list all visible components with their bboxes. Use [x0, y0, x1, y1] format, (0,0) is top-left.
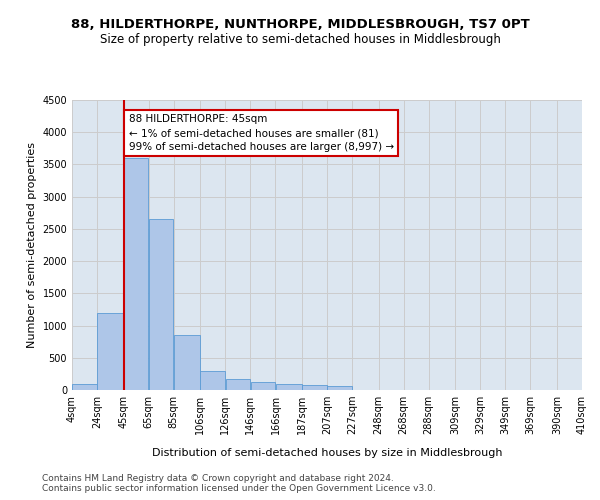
Text: 88, HILDERTHORPE, NUNTHORPE, MIDDLESBROUGH, TS7 0PT: 88, HILDERTHORPE, NUNTHORPE, MIDDLESBROU… — [71, 18, 529, 30]
Y-axis label: Number of semi-detached properties: Number of semi-detached properties — [27, 142, 37, 348]
Bar — [251, 382, 275, 390]
Bar — [174, 335, 200, 390]
Bar — [200, 370, 225, 390]
Bar — [97, 312, 123, 390]
Bar — [124, 158, 148, 390]
Bar — [72, 384, 97, 390]
Bar — [276, 384, 302, 390]
Bar — [302, 385, 327, 390]
Bar — [327, 386, 352, 390]
Bar — [149, 219, 173, 390]
Bar — [226, 378, 250, 390]
Text: Size of property relative to semi-detached houses in Middlesbrough: Size of property relative to semi-detach… — [100, 32, 500, 46]
Text: Contains HM Land Registry data © Crown copyright and database right 2024.: Contains HM Land Registry data © Crown c… — [42, 474, 394, 483]
Text: Contains public sector information licensed under the Open Government Licence v3: Contains public sector information licen… — [42, 484, 436, 493]
Text: Distribution of semi-detached houses by size in Middlesbrough: Distribution of semi-detached houses by … — [152, 448, 502, 458]
Text: 88 HILDERTHORPE: 45sqm
← 1% of semi-detached houses are smaller (81)
99% of semi: 88 HILDERTHORPE: 45sqm ← 1% of semi-deta… — [128, 114, 394, 152]
